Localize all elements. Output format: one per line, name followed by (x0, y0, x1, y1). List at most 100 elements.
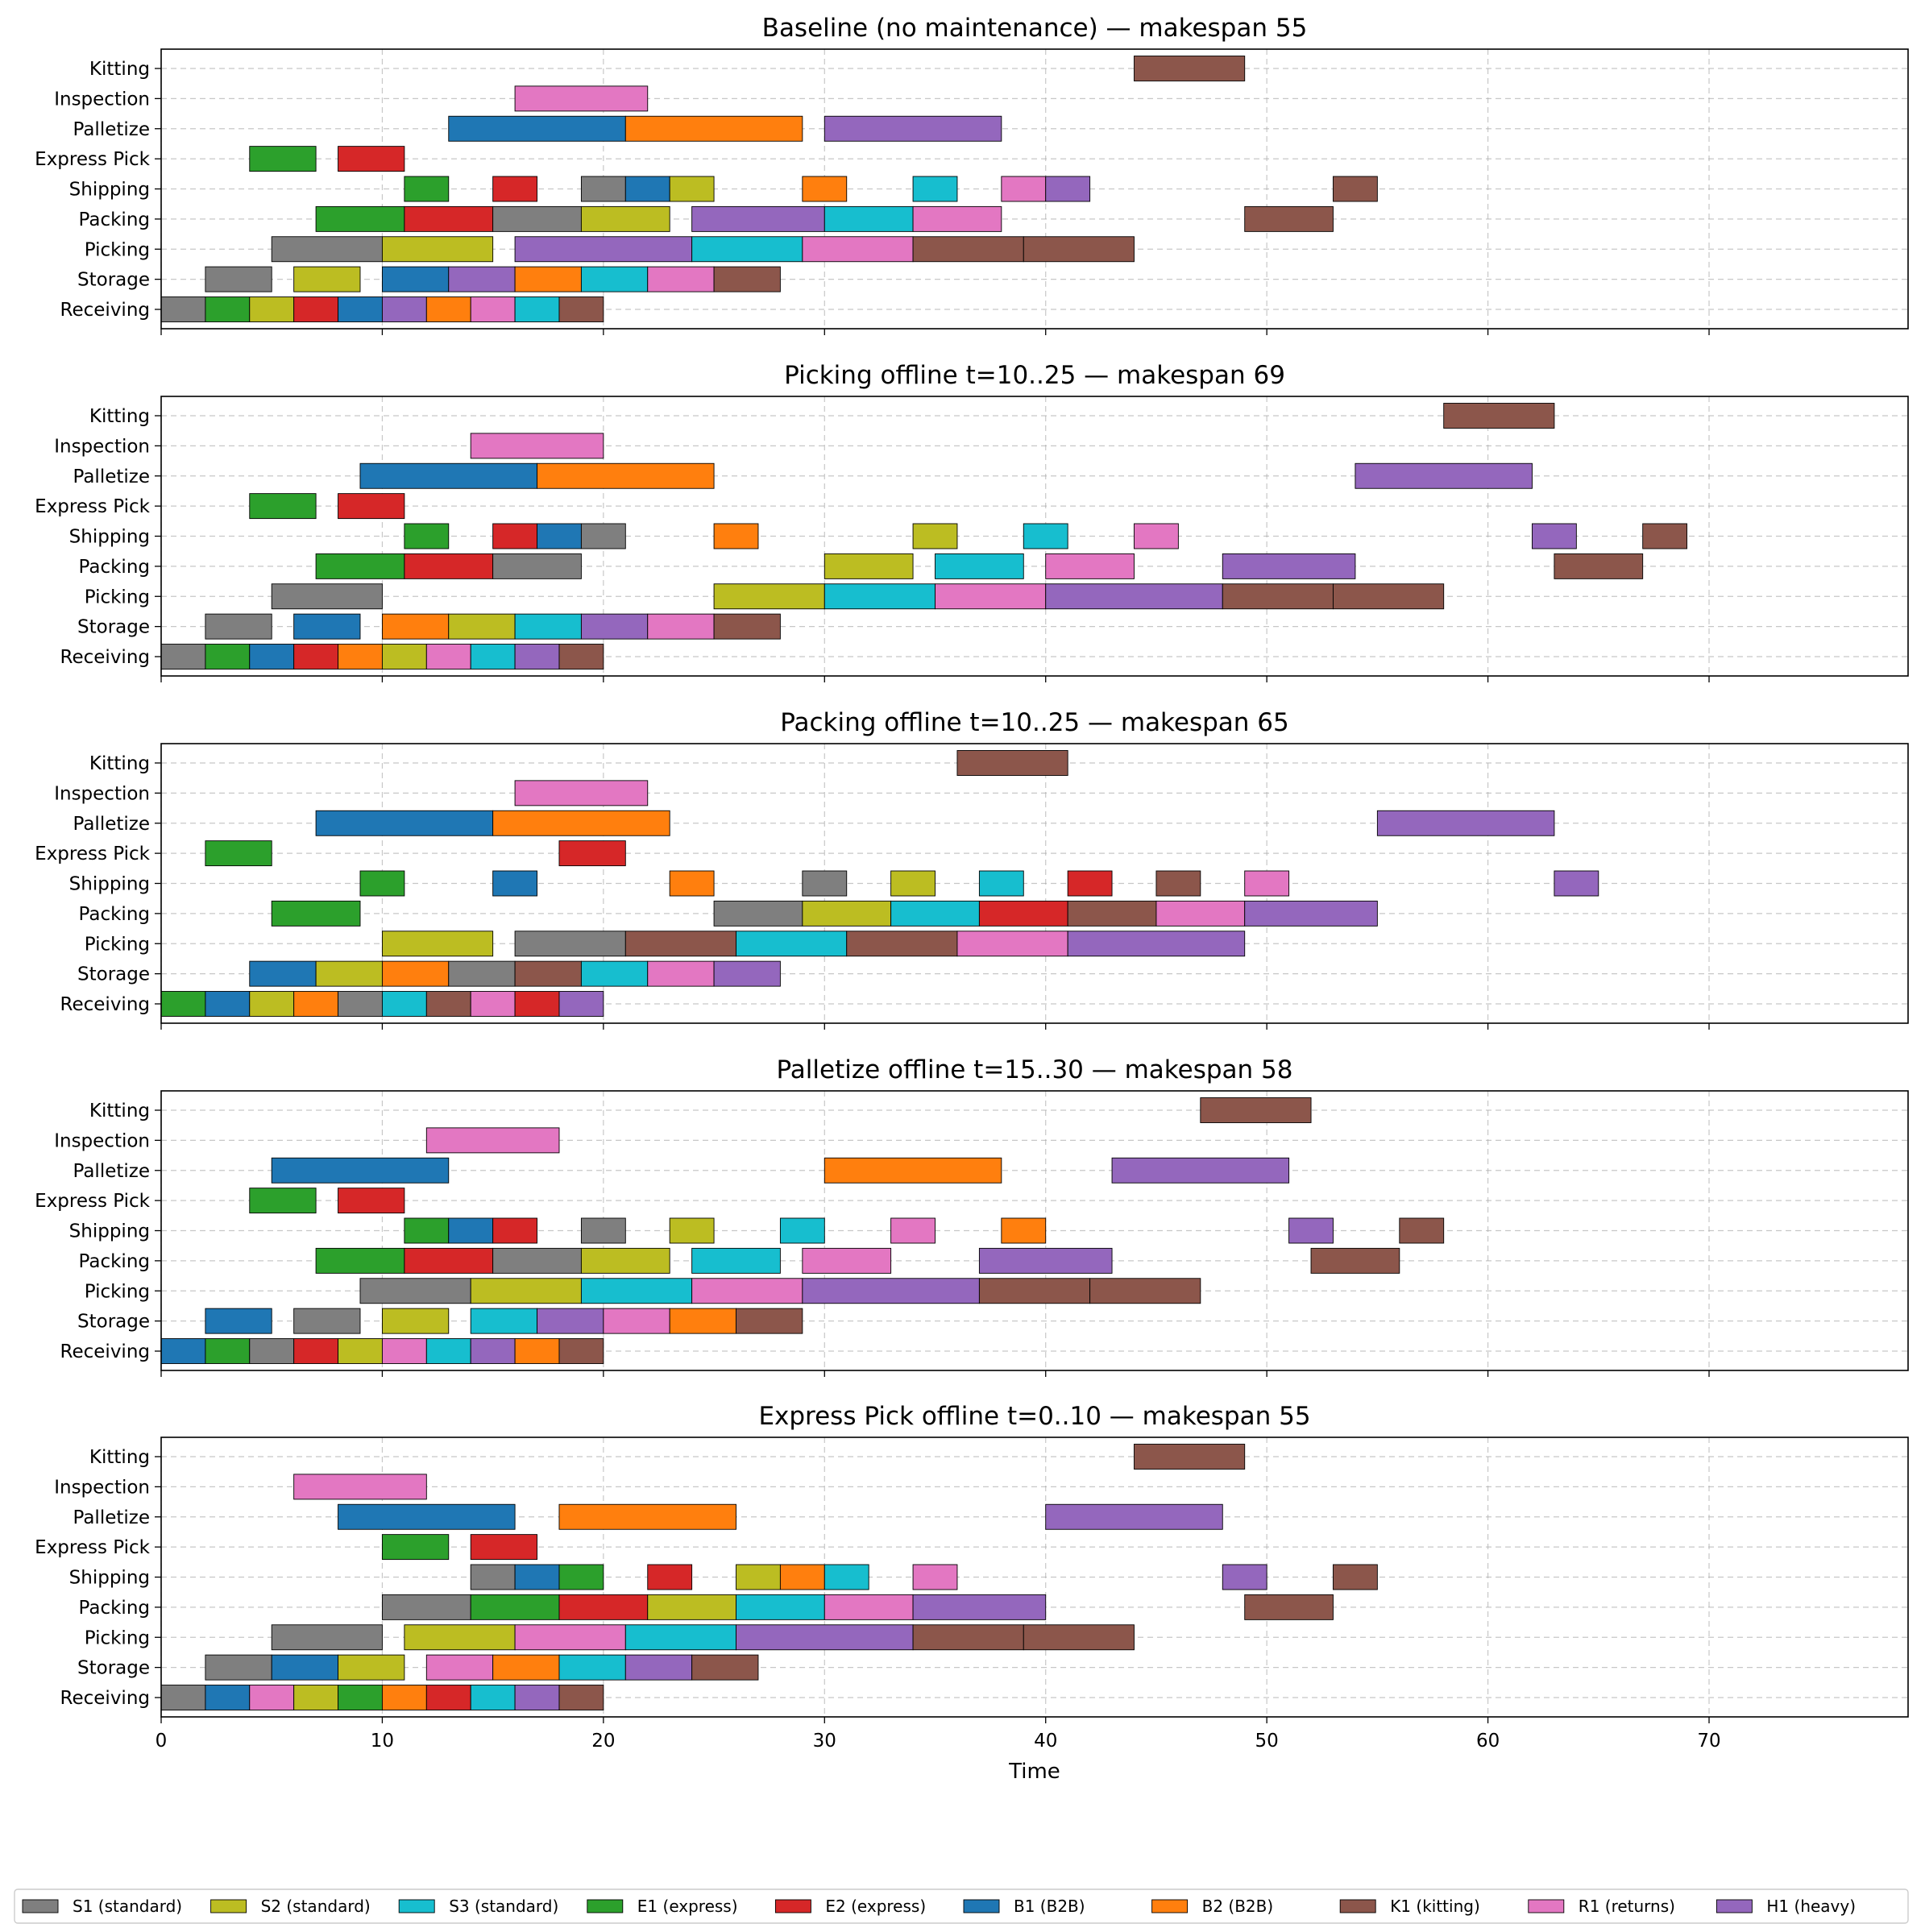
task-bar-e2 (647, 1564, 693, 1590)
y-tick-label: Receiving (60, 647, 150, 668)
task-bar-e1 (271, 900, 361, 927)
task-bar-s2 (404, 1624, 516, 1651)
y-tick-label: Kitting (89, 59, 150, 80)
panel-title: Picking offline t=10..25 — makespan 69 (784, 361, 1285, 390)
task-bar-e1 (205, 296, 251, 322)
task-bar-b1 (537, 523, 582, 549)
x-tick-label: 30 (813, 1731, 836, 1752)
task-bar-e2 (338, 493, 405, 520)
y-tick-label: Receiving (60, 1341, 150, 1362)
task-bar-s3 (935, 553, 1024, 579)
task-bar-r1 (425, 1127, 560, 1154)
y-tick-label: Palletize (73, 466, 151, 487)
task-bar-r1 (647, 266, 715, 292)
task-bar-b2 (293, 991, 338, 1017)
task-bar-s3 (425, 1338, 471, 1364)
task-bar-b1 (160, 1338, 206, 1364)
task-bar-s3 (470, 644, 516, 670)
task-bar-b1 (448, 115, 626, 142)
task-bar-s2 (669, 1217, 715, 1244)
legend-swatch-e1 (587, 1899, 624, 1913)
y-tick-label: Inspection (54, 1130, 150, 1151)
task-bar-k1 (1023, 1624, 1135, 1651)
task-bar-b2 (425, 296, 471, 322)
y-tick-label: Packing (79, 209, 150, 230)
task-bar-r1 (1155, 900, 1246, 927)
task-bar-k1 (1134, 1444, 1246, 1470)
task-bar-h1 (713, 960, 781, 987)
y-tick-label: Express Pick (35, 1191, 151, 1212)
task-bar-s2 (647, 1594, 736, 1620)
task-bar-e2 (293, 296, 338, 322)
task-bar-e2 (404, 205, 494, 232)
task-bar-s1 (293, 1308, 361, 1334)
task-bar-b2 (713, 523, 759, 549)
task-bar-s3 (691, 1247, 781, 1274)
task-bar-e1 (205, 840, 272, 867)
task-bar-h1 (1222, 553, 1356, 579)
y-tick-label: Picking (85, 1281, 150, 1302)
y-tick-label: Palletize (73, 1161, 151, 1182)
task-bar-r1 (647, 960, 715, 987)
y-tick-label: Palletize (73, 1507, 151, 1528)
y-tick-label: Inspection (54, 89, 150, 110)
task-bar-k1 (558, 644, 604, 670)
task-bar-k1 (736, 1308, 803, 1334)
task-bar-k1 (691, 1654, 759, 1681)
task-bar-e2 (404, 553, 494, 579)
x-tick-label: 50 (1255, 1731, 1279, 1752)
task-bar-s1 (160, 1685, 206, 1710)
task-bar-s2 (669, 176, 715, 202)
task-bar-b1 (205, 1685, 251, 1710)
task-bar-h1 (1067, 931, 1246, 957)
task-bar-r1 (890, 1217, 936, 1244)
task-bar-s2 (713, 583, 825, 610)
legend-label-s3: S3 (standard) (449, 1897, 558, 1916)
task-bar-r1 (470, 433, 604, 459)
y-tick-label: Express Pick (35, 496, 151, 517)
task-bar-b1 (249, 960, 317, 987)
y-tick-label: Packing (79, 557, 150, 578)
legend-swatch-b1 (963, 1899, 1000, 1913)
task-bar-h1 (558, 991, 604, 1017)
task-bar-s3 (580, 266, 649, 292)
task-bar-s1 (381, 1594, 471, 1620)
task-bar-b1 (338, 296, 383, 322)
task-bar-s3 (890, 900, 980, 927)
task-bar-e1 (249, 1188, 317, 1214)
task-bar-h1 (1244, 900, 1378, 927)
task-bar-s3 (824, 583, 936, 610)
task-bar-h1 (1045, 176, 1091, 202)
task-bar-r1 (514, 780, 649, 806)
task-bar-s2 (249, 296, 295, 322)
task-bar-s3 (558, 1654, 626, 1681)
task-bar-s3 (514, 613, 582, 640)
task-bar-s3 (580, 960, 649, 987)
task-bar-e2 (425, 1685, 471, 1710)
task-bar-r1 (425, 644, 471, 670)
y-tick-label: Shipping (69, 1221, 150, 1242)
task-bar-r1 (470, 991, 516, 1017)
task-bar-r1 (1045, 553, 1135, 579)
legend-swatch-k1 (1339, 1899, 1376, 1913)
task-bar-e1 (381, 1534, 450, 1561)
task-bar-r1 (603, 1308, 670, 1334)
task-bar-k1 (1067, 900, 1157, 927)
task-bar-b2 (624, 115, 803, 142)
task-bar-e1 (315, 553, 405, 579)
task-bar-e2 (558, 840, 626, 867)
task-bar-k1 (558, 296, 604, 322)
task-bar-s1 (249, 1338, 295, 1364)
task-bar-s1 (448, 960, 516, 987)
task-bar-s3 (824, 1564, 869, 1590)
task-bar-s1 (580, 1217, 626, 1244)
task-bar-s2 (448, 613, 516, 640)
task-bar-k1 (1155, 870, 1201, 897)
panel-title: Express Pick offline t=0..10 — makespan … (758, 1402, 1310, 1431)
y-tick-label: Storage (77, 1312, 150, 1333)
task-bar-s2 (802, 900, 892, 927)
plot-frame (160, 396, 1909, 677)
task-bar-r1 (293, 1474, 427, 1500)
task-bar-e1 (359, 870, 405, 897)
